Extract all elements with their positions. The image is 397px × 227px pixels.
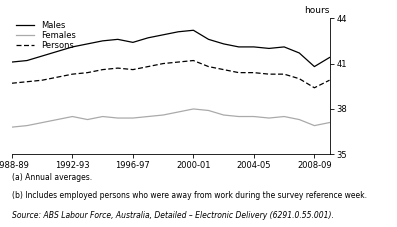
Text: (b) Includes employed persons who were away from work during the survey referenc: (b) Includes employed persons who were a…: [12, 191, 367, 200]
Males: [100, 39, 105, 42]
Females: [252, 115, 256, 118]
Persons: [70, 73, 75, 76]
Persons: [297, 77, 302, 80]
Females: [191, 108, 196, 110]
Males: [236, 46, 241, 48]
Text: Source: ABS Labour Force, Australia, Detailed – Electronic Delivery (6291.0.55.0: Source: ABS Labour Force, Australia, Det…: [12, 211, 334, 220]
Females: [25, 124, 29, 127]
Persons: [40, 79, 44, 81]
Females: [40, 121, 44, 124]
Males: [176, 30, 181, 33]
Males: [70, 46, 75, 48]
Females: [297, 118, 302, 121]
Females: [282, 115, 287, 118]
Persons: [25, 80, 29, 83]
Females: [70, 115, 75, 118]
Females: [10, 126, 14, 128]
Persons: [282, 73, 287, 76]
Males: [221, 42, 226, 45]
Persons: [221, 68, 226, 71]
Persons: [191, 59, 196, 62]
Persons: [10, 82, 14, 85]
Females: [236, 115, 241, 118]
Persons: [176, 61, 181, 63]
Males: [206, 38, 211, 41]
Line: Females: Females: [12, 109, 330, 127]
Males: [161, 33, 166, 36]
Females: [85, 118, 90, 121]
Males: [267, 47, 272, 50]
Persons: [55, 76, 60, 79]
Persons: [116, 67, 120, 69]
Persons: [327, 79, 332, 81]
Persons: [267, 73, 272, 76]
Females: [161, 114, 166, 116]
Males: [10, 61, 14, 63]
Males: [146, 37, 150, 39]
Persons: [100, 68, 105, 71]
Persons: [131, 68, 135, 71]
Males: [55, 50, 60, 53]
Males: [282, 46, 287, 48]
Females: [131, 117, 135, 119]
Persons: [252, 71, 256, 74]
Males: [40, 55, 44, 57]
Legend: Males, Females, Persons: Males, Females, Persons: [16, 21, 76, 50]
Text: hours: hours: [304, 6, 330, 15]
Females: [206, 109, 211, 112]
Males: [131, 41, 135, 44]
Males: [312, 65, 317, 68]
Persons: [312, 86, 317, 89]
Males: [85, 42, 90, 45]
Females: [267, 117, 272, 119]
Persons: [206, 65, 211, 68]
Females: [116, 117, 120, 119]
Females: [100, 115, 105, 118]
Persons: [85, 71, 90, 74]
Males: [327, 56, 332, 59]
Females: [312, 124, 317, 127]
Line: Persons: Persons: [12, 61, 330, 88]
Males: [191, 29, 196, 32]
Males: [297, 52, 302, 54]
Males: [25, 59, 29, 62]
Females: [146, 115, 150, 118]
Text: (a) Annual averages.: (a) Annual averages.: [12, 173, 92, 182]
Persons: [146, 65, 150, 68]
Males: [116, 38, 120, 41]
Females: [55, 118, 60, 121]
Females: [176, 111, 181, 113]
Persons: [236, 71, 241, 74]
Females: [221, 114, 226, 116]
Persons: [161, 62, 166, 65]
Line: Males: Males: [12, 30, 330, 67]
Males: [252, 46, 256, 48]
Females: [327, 121, 332, 124]
